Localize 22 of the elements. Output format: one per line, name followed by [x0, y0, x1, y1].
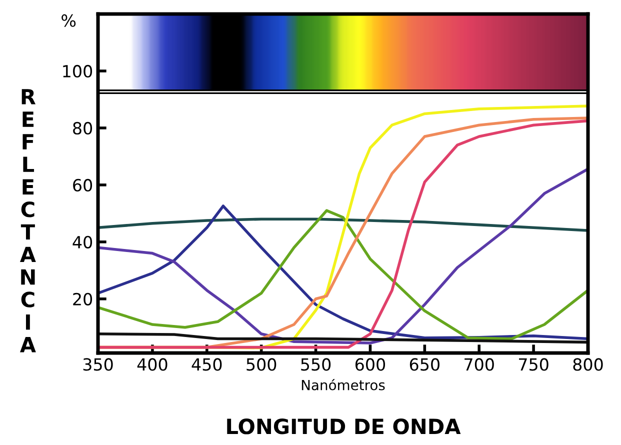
y-tick-label: 40	[72, 236, 92, 248]
text: REFLECTANCIA	[20, 89, 36, 352]
x-tick-label: 750	[519, 358, 548, 371]
y-tick-label: 20	[73, 292, 92, 306]
x-tick-label: 700	[464, 358, 494, 371]
x-tick-label: 650	[410, 358, 440, 371]
y-tick-label: 60	[73, 178, 92, 192]
y-tick-label: 100	[63, 64, 92, 78]
line-series	[98, 168, 588, 344]
line-series	[98, 332, 588, 344]
x-tick-label: 600	[355, 358, 386, 371]
y-tick-label: 80	[73, 122, 92, 135]
x-axis-title: Nanómetros	[302, 378, 385, 390]
text: %	[62, 14, 76, 27]
text: LONGITUD DE ONDA	[227, 418, 461, 434]
x-tick-label: 450	[192, 358, 222, 371]
x-tick-label: 350	[83, 358, 113, 371]
x-tick-label: 500	[246, 358, 276, 371]
x-tick-label: 800	[573, 358, 603, 371]
line-series	[98, 218, 588, 232]
x-tick-label: 550	[301, 358, 331, 371]
x-tick-label: 400	[137, 358, 168, 371]
